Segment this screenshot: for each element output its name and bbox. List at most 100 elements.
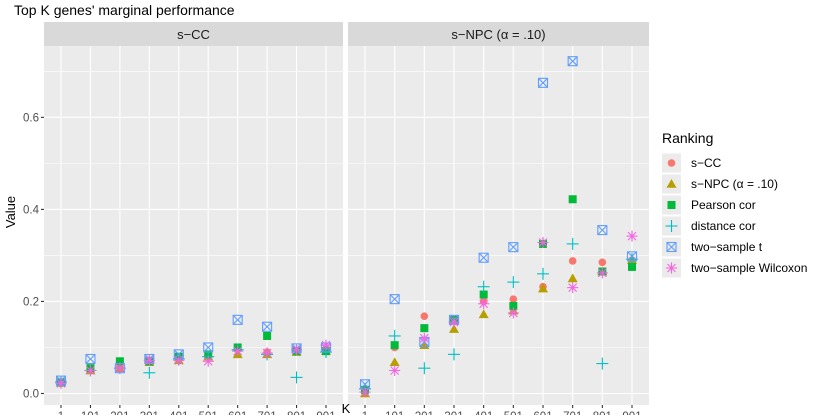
x-tick-label: 801 — [593, 411, 612, 415]
y-axis-label: Value — [3, 196, 18, 228]
x-tick-label: 701 — [563, 411, 582, 415]
facet-strip-label: s−CC — [177, 27, 210, 42]
legend: Ranking s−CC s−NPC (α = .10) Pearson cor di… — [662, 130, 807, 278]
data-point — [232, 314, 243, 325]
legend-entries: s−CC s−NPC (α = .10) Pearson cor distance c… — [662, 153, 807, 278]
y-tick-label: 0.6 — [23, 112, 39, 124]
x-tick-label: 401 — [474, 411, 493, 415]
data-point — [203, 342, 214, 353]
data-point — [478, 309, 489, 319]
legend-title: Ranking — [662, 130, 713, 146]
legend-label: two−sample Wilcoxon — [691, 261, 807, 275]
data-point — [173, 354, 185, 366]
x-tick-label: 401 — [169, 411, 188, 415]
y-tick-label: 0.0 — [23, 388, 39, 400]
data-point — [537, 267, 549, 280]
legend-entry: s−NPC (α = .10) — [662, 174, 778, 194]
data-point — [262, 321, 273, 332]
legend-key — [666, 179, 677, 188]
data-point — [291, 344, 303, 356]
data-point — [598, 258, 607, 267]
x-tick-label: 701 — [258, 411, 277, 415]
data-point — [143, 366, 156, 379]
legend-entry: two−sample t — [662, 237, 763, 257]
x-tick-label: 901 — [622, 411, 641, 415]
facet-strip-background — [44, 22, 343, 46]
x-tick-label: 1 — [58, 411, 64, 415]
data-point — [390, 341, 399, 350]
y-tick-label: 0.2 — [23, 296, 39, 308]
data-point — [232, 345, 244, 357]
data-point — [263, 331, 272, 340]
legend-key — [666, 262, 677, 274]
facet-strip-label: s−NPC (α = .10) — [451, 27, 545, 42]
data-point — [478, 298, 490, 310]
legend-label: s−NPC (α = .10) — [691, 177, 778, 191]
data-point — [567, 273, 578, 283]
data-point — [537, 77, 549, 88]
x-tick-label: 1 — [362, 411, 368, 415]
data-point — [478, 252, 489, 263]
data-point — [596, 357, 609, 370]
data-point — [290, 371, 303, 384]
data-point — [359, 386, 371, 398]
x-tick-label: 301 — [140, 411, 159, 415]
data-point — [418, 332, 430, 344]
data-point — [202, 355, 214, 367]
data-point — [567, 282, 579, 294]
data-point — [389, 364, 401, 376]
data-point — [626, 251, 638, 262]
data-point — [537, 237, 549, 249]
data-point — [388, 329, 401, 342]
panel-marks — [55, 314, 332, 389]
data-point — [507, 307, 519, 319]
data-point — [261, 347, 273, 359]
data-point — [509, 295, 518, 303]
data-point — [143, 354, 155, 366]
data-point — [320, 339, 332, 351]
data-point — [55, 377, 67, 389]
legend-entry: s−CC — [662, 153, 722, 173]
legend-key — [665, 220, 678, 232]
legend-label: Pearson cor — [691, 198, 756, 212]
x-tick-label: 301 — [444, 411, 463, 415]
data-point — [448, 348, 460, 361]
legend-key — [667, 201, 676, 209]
x-tick-label: 601 — [533, 411, 552, 415]
data-point — [389, 294, 400, 305]
legend-key — [667, 159, 676, 167]
legend-entry: distance cor — [662, 216, 756, 236]
data-point — [568, 195, 577, 204]
data-point — [568, 257, 577, 265]
legend-label: distance cor — [691, 219, 756, 233]
x-tick-label: 601 — [228, 411, 247, 415]
data-point — [596, 267, 608, 279]
data-point — [420, 312, 429, 320]
x-tick-label: 801 — [287, 411, 306, 415]
data-point — [626, 230, 638, 242]
x-axis-label: K — [342, 401, 351, 415]
data-point — [84, 364, 96, 376]
panel-marks — [359, 56, 638, 398]
legend-label: two−sample t — [691, 240, 763, 254]
x-tick-label: 101 — [385, 411, 404, 415]
data-point — [477, 280, 490, 293]
legend-entry: two−sample Wilcoxon — [662, 258, 807, 278]
data-point — [566, 237, 579, 250]
data-point — [85, 353, 96, 365]
legend-entry: Pearson cor — [662, 195, 756, 215]
data-point — [449, 324, 459, 333]
x-tick-label: 201 — [415, 411, 434, 415]
x-tick-label: 501 — [199, 411, 218, 415]
facet-strip-background — [348, 22, 649, 46]
data-point — [479, 290, 488, 299]
facet-panel-s-npc: s−NPC (α = .10) — [348, 22, 649, 405]
chart-title: Top K genes' marginal performance — [14, 2, 235, 18]
data-point — [418, 362, 431, 375]
data-point — [114, 362, 126, 374]
x-tick-label: 501 — [504, 411, 523, 415]
facet-panel-s-cc: s−CC — [44, 22, 343, 405]
data-point — [448, 316, 460, 328]
